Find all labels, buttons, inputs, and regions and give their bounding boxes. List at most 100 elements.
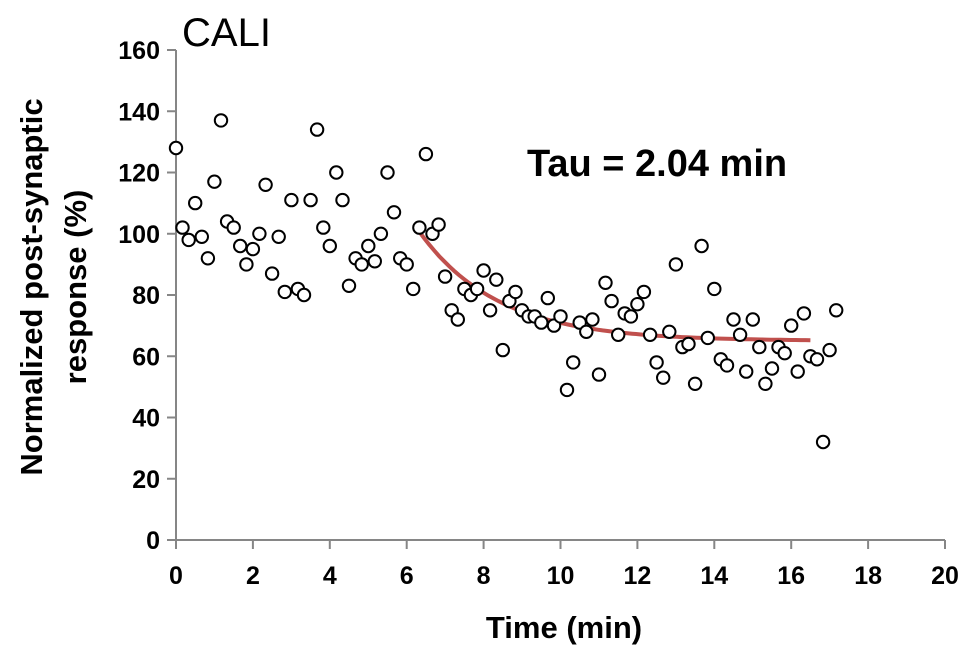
data-point xyxy=(373,226,389,242)
data-point xyxy=(707,281,722,297)
x-tick-label: 20 xyxy=(931,562,959,590)
data-point xyxy=(591,367,607,382)
data-point xyxy=(316,220,331,235)
data-point xyxy=(662,324,677,339)
y-tick-label: 0 xyxy=(146,527,160,555)
data-point xyxy=(726,312,741,327)
y-axis-title-line-1: Normalized post-synaptic xyxy=(14,98,49,475)
data-point xyxy=(361,238,376,254)
x-tick-label: 8 xyxy=(477,562,491,590)
data-point xyxy=(642,327,658,342)
data-point xyxy=(469,281,485,297)
data-point xyxy=(598,275,613,290)
data-point xyxy=(168,140,184,156)
data-point xyxy=(367,254,382,269)
y-tick-label: 80 xyxy=(132,282,160,310)
y-axis-title: Normalized post-synaptic response (%) xyxy=(14,98,93,475)
data-point xyxy=(296,287,312,303)
data-point xyxy=(777,346,792,361)
data-point xyxy=(406,281,421,297)
data-point xyxy=(437,269,453,284)
data-point xyxy=(489,272,504,287)
data-point xyxy=(636,284,652,300)
data-point xyxy=(656,370,671,385)
data-point xyxy=(341,278,357,293)
data-point xyxy=(681,336,696,352)
data-point xyxy=(719,358,735,373)
data-point xyxy=(694,238,709,254)
data-point xyxy=(700,330,715,346)
data-point xyxy=(540,290,555,306)
data-point xyxy=(559,382,575,398)
data-point xyxy=(431,217,446,232)
data-point xyxy=(245,241,261,257)
data-point xyxy=(175,220,190,235)
data-point xyxy=(386,205,402,220)
data-point xyxy=(418,146,434,162)
data-point xyxy=(233,238,248,254)
data-point xyxy=(809,352,825,367)
data-point xyxy=(739,364,754,379)
data-point xyxy=(309,122,325,137)
data-point xyxy=(745,312,760,327)
data-point xyxy=(354,257,369,272)
data-point xyxy=(611,327,626,342)
data-point xyxy=(277,284,292,300)
data-point xyxy=(829,303,844,318)
data-point xyxy=(322,238,337,254)
data-point xyxy=(649,355,664,370)
tau-annotation: Tau = 2.04 min xyxy=(527,143,787,185)
data-point xyxy=(668,257,684,272)
data-point xyxy=(284,192,299,208)
x-tick-label: 10 xyxy=(547,562,575,590)
data-point xyxy=(508,284,523,300)
data-point xyxy=(194,229,210,245)
data-point xyxy=(239,257,254,272)
data-point xyxy=(258,177,273,193)
data-point xyxy=(623,309,639,324)
data-point xyxy=(630,297,645,312)
y-tick-label: 20 xyxy=(132,466,160,494)
x-tick-label: 2 xyxy=(246,562,260,590)
data-point xyxy=(181,232,196,248)
data-point xyxy=(380,165,395,180)
x-tick-label: 12 xyxy=(623,562,651,590)
y-tick-label: 60 xyxy=(132,343,160,371)
data-point xyxy=(790,364,805,379)
x-tick-label: 4 xyxy=(323,562,337,590)
x-tick-label: 18 xyxy=(854,562,882,590)
data-points xyxy=(168,113,844,450)
data-point xyxy=(329,165,344,180)
data-point xyxy=(335,192,350,208)
x-tick-label: 6 xyxy=(400,562,414,590)
data-point xyxy=(815,434,831,450)
data-point xyxy=(764,361,780,376)
data-point xyxy=(687,376,703,391)
data-point xyxy=(207,174,222,189)
y-axis-title-line-2: response (%) xyxy=(58,190,93,385)
data-point xyxy=(758,376,773,391)
data-point xyxy=(412,220,427,235)
data-point xyxy=(534,315,549,330)
axes: 0 20 40 60 80 100 120 140 160 0 2 4 6 8 10 12 14 16 18 20 xyxy=(118,37,959,590)
data-point xyxy=(784,318,799,333)
data-point xyxy=(796,306,812,321)
data-point xyxy=(495,342,510,358)
data-point xyxy=(213,113,229,128)
y-tick-label: 120 xyxy=(118,160,160,188)
panel-title: CALI xyxy=(182,11,271,55)
data-point xyxy=(303,192,318,208)
data-point xyxy=(200,251,216,266)
data-point xyxy=(604,293,619,309)
data-point xyxy=(476,263,491,278)
data-point xyxy=(399,257,414,272)
data-point xyxy=(579,324,594,339)
data-point xyxy=(482,303,498,318)
data-point xyxy=(264,266,280,281)
data-point xyxy=(271,229,286,245)
data-point xyxy=(553,309,568,324)
data-point xyxy=(822,342,837,358)
x-tick-label: 16 xyxy=(777,562,805,590)
data-point xyxy=(752,339,767,355)
